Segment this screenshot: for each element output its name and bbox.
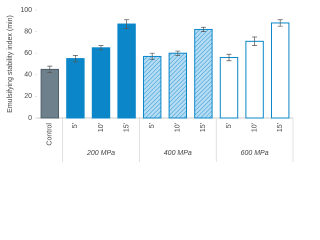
- bar: [142, 55, 162, 119]
- x-tick-label: 10': [175, 123, 182, 132]
- bar: [66, 58, 85, 119]
- y-tick-label: 60: [24, 50, 32, 57]
- error-bar: [200, 26, 206, 32]
- x-tick-label: 10': [251, 123, 258, 132]
- x-tick-label: 15': [123, 123, 130, 132]
- error-bar: [252, 36, 258, 46]
- x-tick-label: 15': [200, 123, 207, 132]
- x-tick-label: 5': [226, 123, 233, 128]
- bar: [245, 40, 264, 119]
- error-bar: [277, 19, 283, 27]
- page: {"chart_data": {"type": "bar", "y_label"…: [6, 6, 294, 162]
- bar: [219, 57, 239, 119]
- group-label: 400 MPa: [164, 150, 192, 157]
- error-bar: [47, 65, 53, 73]
- x-tick-label: 10': [98, 123, 105, 132]
- bar: [91, 47, 111, 119]
- x-tick-label: 5': [149, 123, 156, 128]
- x-tick-label: 15': [277, 123, 284, 132]
- bar: [168, 52, 188, 119]
- x-tick-label: Control: [47, 123, 54, 146]
- bar: [270, 22, 290, 119]
- y-tick-label: 80: [24, 28, 32, 35]
- y-axis-title: Emulsifying stability index (min): [7, 15, 14, 113]
- bar: [194, 28, 213, 119]
- error-bar: [226, 53, 232, 62]
- x-tick-label: 5': [72, 123, 79, 128]
- y-tick-label: 0: [28, 115, 32, 122]
- error-bar: [124, 19, 130, 29]
- bar: [40, 68, 60, 119]
- group-label: 200 MPa: [86, 150, 115, 157]
- error-bar: [149, 52, 155, 61]
- error-bar: [72, 55, 78, 63]
- y-tick-label: 100: [20, 7, 32, 14]
- group-label: 600 MPa: [241, 150, 269, 157]
- bar: [117, 23, 136, 119]
- y-tick-label: 40: [24, 72, 32, 79]
- y-tick-label: 20: [24, 93, 32, 100]
- error-bar: [175, 50, 181, 56]
- error-bar: [98, 45, 104, 51]
- chart: Emulsifying stability index (min) 0 20 40 6…: [7, 7, 294, 162]
